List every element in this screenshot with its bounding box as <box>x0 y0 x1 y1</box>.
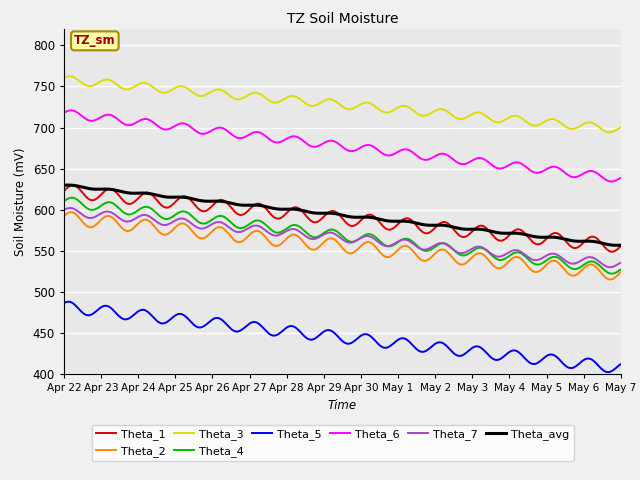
Theta_4 <box>60 198 68 204</box>
Theta_6 <box>399 146 407 152</box>
Line: Theta_5: Theta_5 <box>64 302 621 372</box>
Theta_2 <box>67 209 75 215</box>
Theta_5 <box>373 339 381 345</box>
Theta_5 <box>65 299 72 305</box>
Theta_1 <box>470 227 478 232</box>
Theta_avg <box>614 242 621 248</box>
Theta_2 <box>470 252 478 258</box>
Theta_6 <box>60 110 68 116</box>
Theta_avg <box>470 226 478 232</box>
Theta_1 <box>399 216 407 222</box>
Theta_5 <box>234 328 242 334</box>
Theta_7 <box>567 261 575 266</box>
Theta_2 <box>617 269 625 275</box>
Theta_1 <box>607 249 615 254</box>
Line: Theta_4: Theta_4 <box>64 198 621 274</box>
Theta_4 <box>617 266 625 272</box>
Theta_1 <box>60 188 68 194</box>
Theta_3 <box>296 96 304 102</box>
Theta_4 <box>470 247 478 252</box>
Theta_2 <box>296 235 304 241</box>
Theta_2 <box>567 272 575 278</box>
Theta_4 <box>68 195 76 201</box>
Theta_6 <box>67 108 75 113</box>
Theta_5 <box>604 369 612 375</box>
Line: Theta_2: Theta_2 <box>64 212 621 279</box>
Theta_2 <box>607 276 614 282</box>
Theta_3 <box>60 75 68 81</box>
Theta_avg <box>234 202 242 208</box>
Y-axis label: Soil Moisture (mV): Soil Moisture (mV) <box>14 147 27 256</box>
Theta_7 <box>60 207 68 213</box>
Theta_avg <box>399 218 407 224</box>
Theta_avg <box>296 207 304 213</box>
Theta_3 <box>470 110 478 116</box>
Title: TZ Soil Moisture: TZ Soil Moisture <box>287 12 398 26</box>
Theta_7 <box>296 229 304 235</box>
Legend: Theta_1, Theta_2, Theta_3, Theta_4, Theta_5, Theta_6, Theta_7, Theta_avg: Theta_1, Theta_2, Theta_3, Theta_4, Thet… <box>92 425 573 461</box>
Theta_1 <box>617 243 625 249</box>
Theta_1 <box>70 182 77 188</box>
Theta_6 <box>607 179 615 184</box>
Theta_4 <box>234 225 242 231</box>
Theta_7 <box>66 205 74 211</box>
Theta_3 <box>605 130 613 135</box>
Theta_7 <box>607 264 614 270</box>
Theta_2 <box>399 243 407 249</box>
Theta_5 <box>399 336 407 341</box>
Theta_7 <box>373 238 381 244</box>
Theta_6 <box>567 174 575 180</box>
Theta_3 <box>567 126 575 132</box>
Theta_7 <box>399 237 407 242</box>
Theta_7 <box>234 229 242 235</box>
Theta_5 <box>617 361 625 367</box>
Theta_5 <box>60 300 68 306</box>
Theta_avg <box>373 216 381 221</box>
Theta_3 <box>373 105 381 110</box>
Theta_5 <box>296 329 304 335</box>
Theta_3 <box>399 103 407 109</box>
Line: Theta_7: Theta_7 <box>64 208 621 267</box>
Theta_4 <box>607 271 615 276</box>
Line: Theta_6: Theta_6 <box>64 110 621 181</box>
Theta_1 <box>373 216 381 222</box>
Theta_1 <box>567 244 575 250</box>
Theta_4 <box>373 235 381 241</box>
Theta_5 <box>567 365 575 371</box>
Theta_3 <box>66 73 74 79</box>
Line: Theta_1: Theta_1 <box>64 185 621 252</box>
Theta_6 <box>296 135 304 141</box>
Theta_7 <box>470 245 478 251</box>
Line: Theta_avg: Theta_avg <box>64 185 621 245</box>
Theta_1 <box>234 212 242 217</box>
Theta_6 <box>373 146 381 152</box>
Theta_3 <box>234 96 242 102</box>
Theta_4 <box>296 224 304 230</box>
Theta_6 <box>617 175 625 180</box>
Line: Theta_3: Theta_3 <box>64 76 621 132</box>
Theta_6 <box>470 156 478 162</box>
Theta_7 <box>617 260 625 265</box>
Theta_2 <box>60 213 68 219</box>
Theta_avg <box>617 242 625 248</box>
Text: TZ_sm: TZ_sm <box>74 35 116 48</box>
Theta_2 <box>234 239 242 245</box>
Theta_6 <box>234 135 242 141</box>
Theta_avg <box>63 182 71 188</box>
Theta_1 <box>296 206 304 212</box>
Theta_avg <box>60 182 68 188</box>
Theta_3 <box>617 124 625 130</box>
Theta_5 <box>470 344 478 350</box>
Theta_4 <box>399 236 407 242</box>
X-axis label: Time: Time <box>328 399 357 412</box>
Theta_2 <box>373 245 381 251</box>
Theta_avg <box>567 238 575 243</box>
Theta_4 <box>567 265 575 271</box>
